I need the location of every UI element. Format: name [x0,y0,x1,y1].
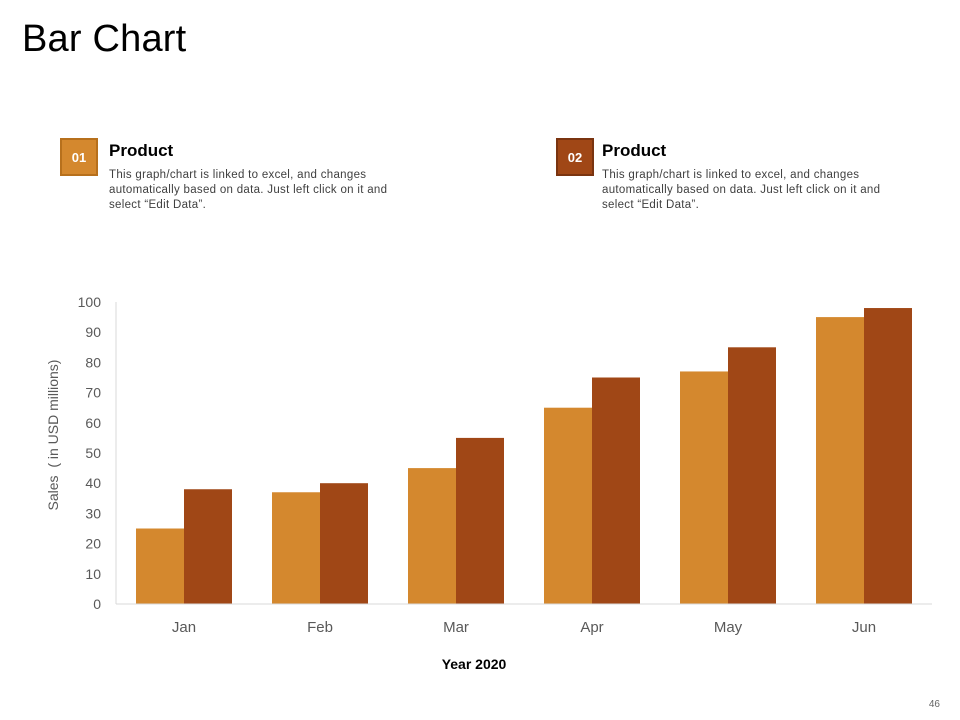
bar-mar-series-2 [456,437,504,604]
page-number: 46 [928,699,940,710]
y-tick-label: 100 [78,294,102,310]
bar-jan-series-2 [184,489,232,604]
y-tick-label: 50 [85,445,101,461]
bar-jun-series-2 [864,308,912,604]
y-tick-label: 90 [85,324,101,340]
bar-jun-series-1 [816,317,864,604]
x-axis-ticks: Jan Feb Mar Apr May Jun [172,619,876,636]
page-title: Bar Chart [22,18,187,60]
chart-bars [136,308,912,604]
y-tick-label: 70 [85,385,101,401]
y-tick-label: 10 [85,566,101,582]
y-axis-label: Sales ( in USD millions) [45,360,61,511]
x-tick-label: Feb [307,619,333,636]
legend-heading-02: Product [602,141,667,160]
legend-description-01: This graph/chart is linked to excel, and… [109,169,388,211]
y-tick-label: 80 [85,354,101,370]
legend-badge-01: 01 [60,138,98,176]
y-tick-label: 0 [93,596,101,612]
bar-feb-series-2 [320,483,368,604]
bar-may-series-2 [728,347,776,604]
bar-may-series-1 [680,371,728,604]
x-tick-label: May [714,619,743,636]
legend-badge-02: 02 [556,138,594,176]
x-axis-label: Year 2020 [442,656,507,672]
x-tick-label: Jan [172,619,196,636]
x-tick-label: Apr [580,619,603,636]
bar-mar-series-1 [408,468,456,604]
legend-heading-01: Product [109,141,174,160]
y-tick-label: 20 [85,536,101,552]
bar-apr-series-2 [592,377,640,604]
bar-apr-series-1 [544,407,592,604]
bar-jan-series-1 [136,528,184,604]
y-axis-ticks: 0 10 20 30 40 50 60 70 80 90 100 [78,294,102,612]
y-tick-label: 30 [85,505,101,521]
y-tick-label: 40 [85,475,101,491]
y-tick-label: 60 [85,415,101,431]
legend-description-02: This graph/chart is linked to excel, and… [602,169,881,211]
x-tick-label: Mar [443,619,469,636]
bar-feb-series-1 [272,492,320,604]
x-tick-label: Jun [852,619,876,636]
